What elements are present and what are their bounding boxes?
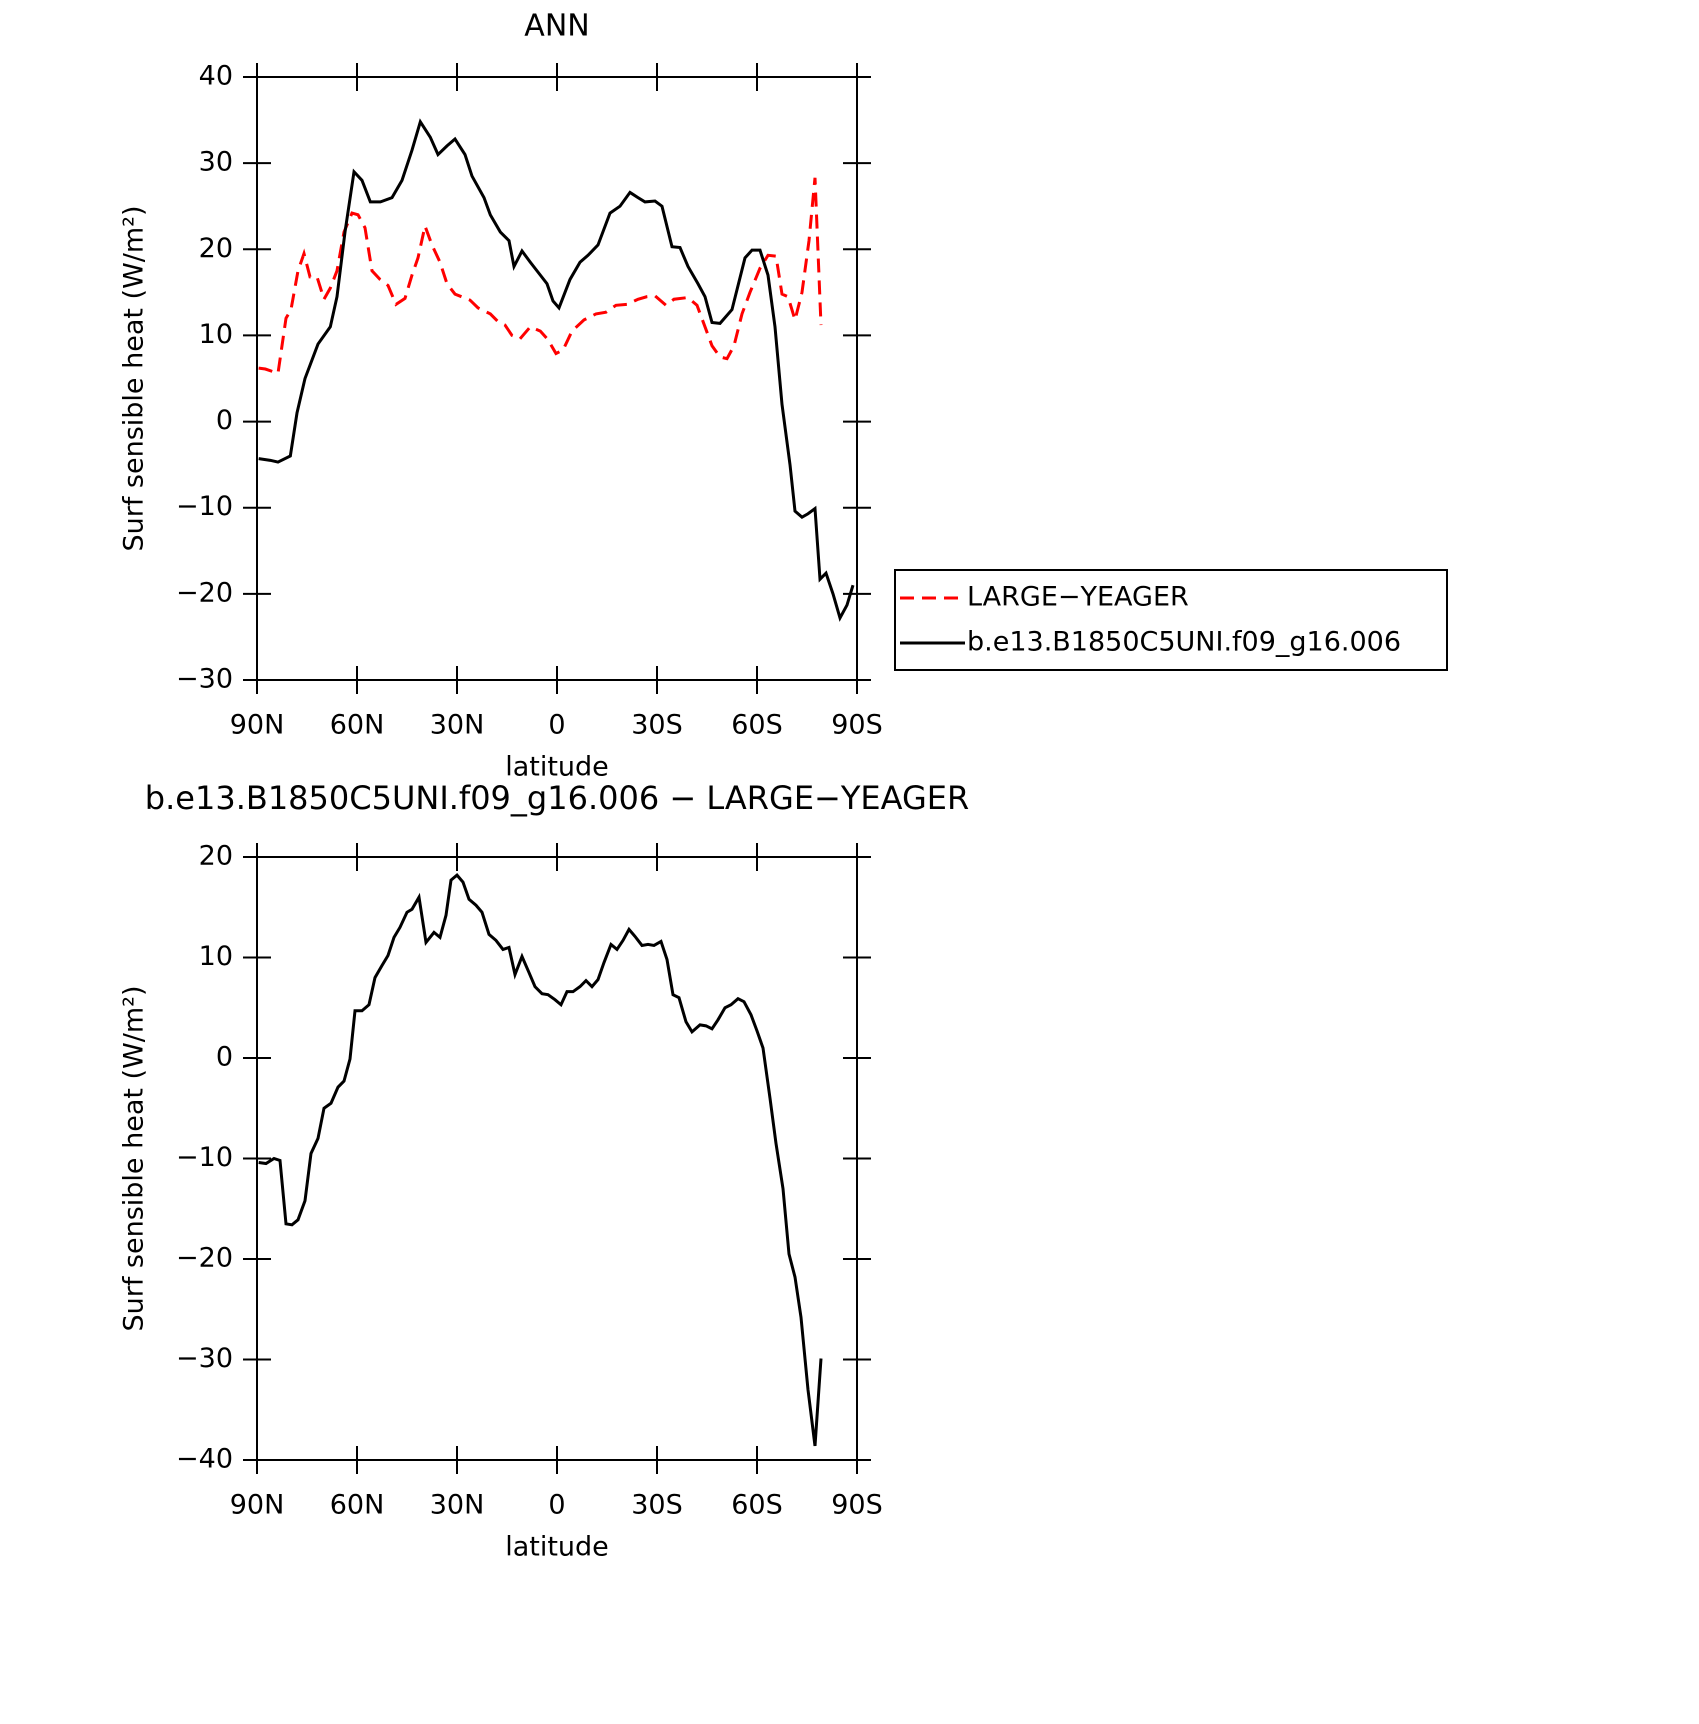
y-tick-label: −10 (176, 1142, 233, 1173)
data-line (258, 872, 823, 1447)
y-axis-label: Surf sensible heat (W/m²) (119, 205, 150, 551)
x-tick-label: 0 (548, 710, 565, 741)
legend-label: b.e13.B1850C5UNI.f09_g16.006 (967, 627, 1401, 658)
y-tick-label: 0 (216, 1042, 233, 1073)
y-tick-label: −40 (176, 1444, 233, 1475)
x-tick-label: 30S (631, 710, 683, 741)
y-tick-label: −30 (176, 1343, 233, 1374)
x-tick-label: 60S (731, 1490, 783, 1521)
legend-label: LARGE−YEAGER (967, 582, 1189, 613)
y-tick-label: 10 (199, 319, 233, 350)
x-tick-label: 60S (731, 710, 783, 741)
y-tick-label: 20 (199, 233, 233, 264)
chart-title: b.e13.B1850C5UNI.f09_g16.006 − LARGE−YEA… (145, 779, 969, 817)
x-axis-label: latitude (505, 752, 609, 783)
y-tick-label: 0 (216, 405, 233, 436)
y-tick-label: −20 (176, 1243, 233, 1274)
x-tick-label: 60N (330, 710, 385, 741)
x-tick-label: 90N (230, 1490, 285, 1521)
plot-frame (256, 76, 858, 681)
x-axis-label: latitude (505, 1532, 609, 1563)
y-tick-label: 40 (199, 61, 233, 92)
x-tick-label: 90N (230, 710, 285, 741)
y-axis-label: Surf sensible heat (W/m²) (119, 985, 150, 1331)
x-tick-label: 0 (548, 1490, 565, 1521)
y-tick-label: 30 (199, 147, 233, 178)
x-tick-label: 30N (430, 1490, 485, 1521)
x-tick-label: 30S (631, 1490, 683, 1521)
y-tick-label: −20 (176, 577, 233, 608)
x-tick-label: 30N (430, 710, 485, 741)
y-tick-label: −30 (176, 664, 233, 695)
y-tick-label: 10 (199, 941, 233, 972)
y-tick-label: −10 (176, 491, 233, 522)
data-line (258, 177, 823, 376)
y-tick-label: 20 (199, 841, 233, 872)
x-tick-label: 90S (831, 710, 883, 741)
x-tick-label: 60N (330, 1490, 385, 1521)
chart-title: ANN (524, 9, 589, 44)
data-line (258, 118, 855, 622)
plot-frame (256, 856, 858, 1461)
x-tick-label: 90S (831, 1490, 883, 1521)
legend-box (894, 569, 1448, 671)
